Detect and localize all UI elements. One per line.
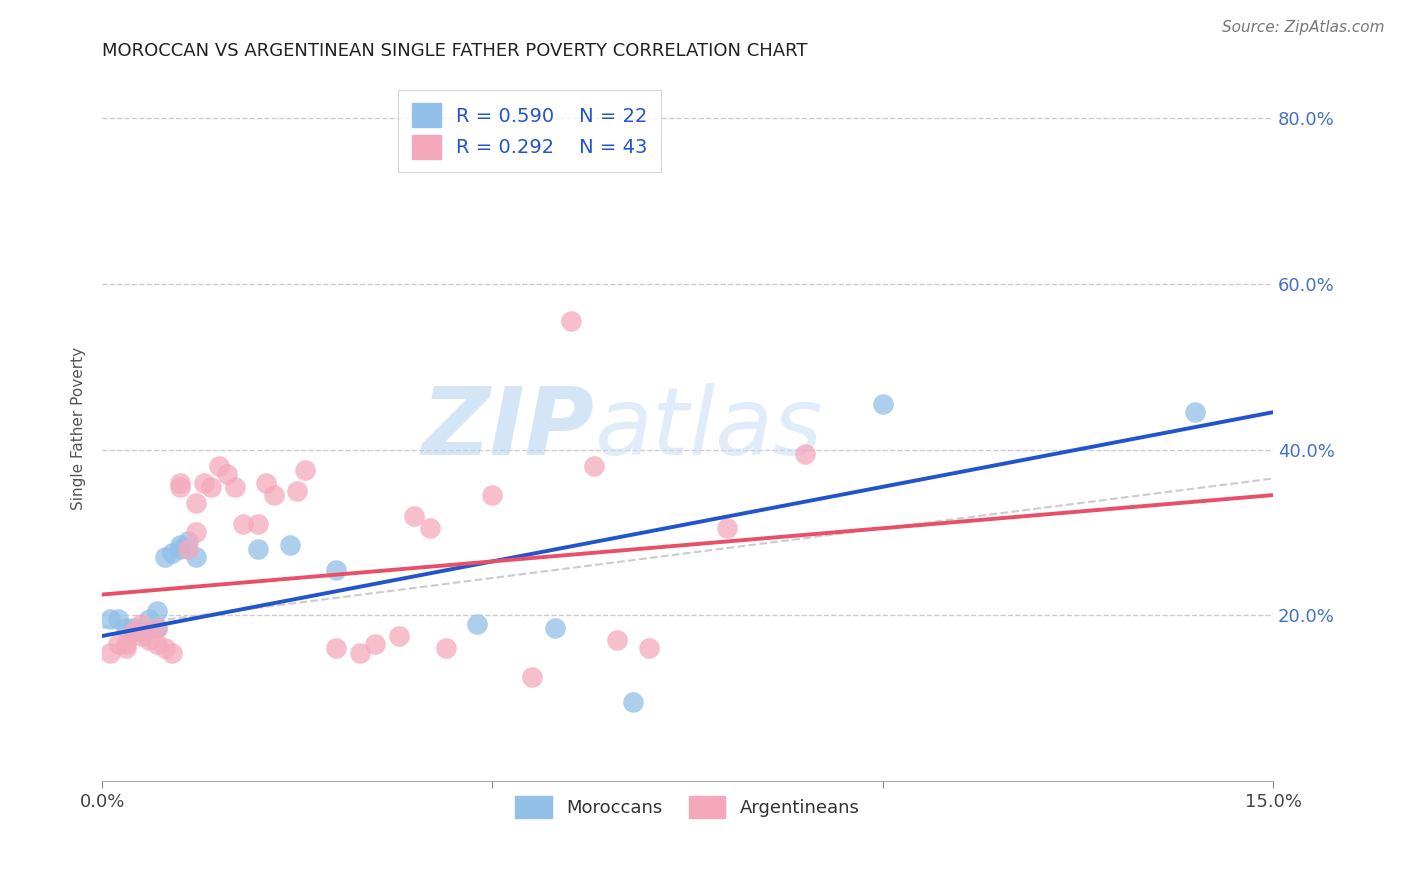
Point — [793, 447, 815, 461]
Point — [200, 480, 222, 494]
Point — [114, 621, 136, 635]
Point — [520, 670, 543, 684]
Point — [114, 637, 136, 651]
Point — [1184, 405, 1206, 419]
Point — [544, 621, 567, 635]
Point — [716, 521, 738, 535]
Y-axis label: Single Father Poverty: Single Father Poverty — [72, 347, 86, 510]
Point — [294, 463, 316, 477]
Point — [184, 525, 207, 540]
Point — [278, 538, 301, 552]
Point — [872, 397, 894, 411]
Point — [465, 616, 488, 631]
Point — [146, 621, 169, 635]
Point — [177, 533, 200, 548]
Point — [349, 646, 371, 660]
Text: MOROCCAN VS ARGENTINEAN SINGLE FATHER POVERTY CORRELATION CHART: MOROCCAN VS ARGENTINEAN SINGLE FATHER PO… — [103, 42, 807, 60]
Point — [247, 517, 270, 532]
Legend: Moroccans, Argentineans: Moroccans, Argentineans — [508, 789, 868, 825]
Point — [254, 475, 277, 490]
Point — [169, 538, 191, 552]
Point — [325, 563, 347, 577]
Point — [193, 475, 215, 490]
Point — [325, 641, 347, 656]
Point — [606, 633, 628, 648]
Point — [285, 483, 308, 498]
Point — [122, 624, 145, 639]
Text: Source: ZipAtlas.com: Source: ZipAtlas.com — [1222, 20, 1385, 35]
Point — [162, 646, 184, 660]
Point — [146, 637, 169, 651]
Point — [184, 550, 207, 565]
Point — [582, 459, 605, 474]
Point — [247, 541, 270, 556]
Point — [263, 488, 285, 502]
Point — [153, 641, 176, 656]
Point — [98, 646, 121, 660]
Text: ZIP: ZIP — [420, 383, 593, 475]
Point — [98, 612, 121, 626]
Point — [560, 314, 582, 328]
Point — [388, 629, 411, 643]
Point — [217, 467, 239, 482]
Point — [169, 480, 191, 494]
Point — [107, 637, 129, 651]
Point — [146, 604, 169, 618]
Point — [114, 641, 136, 656]
Point — [162, 546, 184, 560]
Point — [404, 508, 426, 523]
Point — [621, 695, 644, 709]
Point — [169, 475, 191, 490]
Point — [107, 612, 129, 626]
Point — [481, 488, 503, 502]
Point — [138, 633, 160, 648]
Point — [232, 517, 254, 532]
Text: atlas: atlas — [593, 384, 823, 475]
Point — [434, 641, 457, 656]
Point — [177, 541, 200, 556]
Point — [153, 550, 176, 565]
Point — [138, 612, 160, 626]
Point — [224, 480, 246, 494]
Point — [184, 496, 207, 510]
Point — [364, 637, 387, 651]
Point — [637, 641, 659, 656]
Point — [129, 624, 152, 639]
Point — [146, 621, 169, 635]
Point — [419, 521, 441, 535]
Point — [208, 459, 231, 474]
Point — [122, 621, 145, 635]
Point — [129, 629, 152, 643]
Point — [169, 541, 191, 556]
Point — [129, 616, 152, 631]
